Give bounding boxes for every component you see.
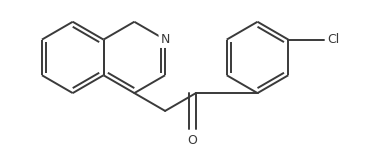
Text: N: N (160, 33, 170, 46)
Text: Cl: Cl (327, 33, 340, 46)
Text: O: O (187, 134, 197, 147)
